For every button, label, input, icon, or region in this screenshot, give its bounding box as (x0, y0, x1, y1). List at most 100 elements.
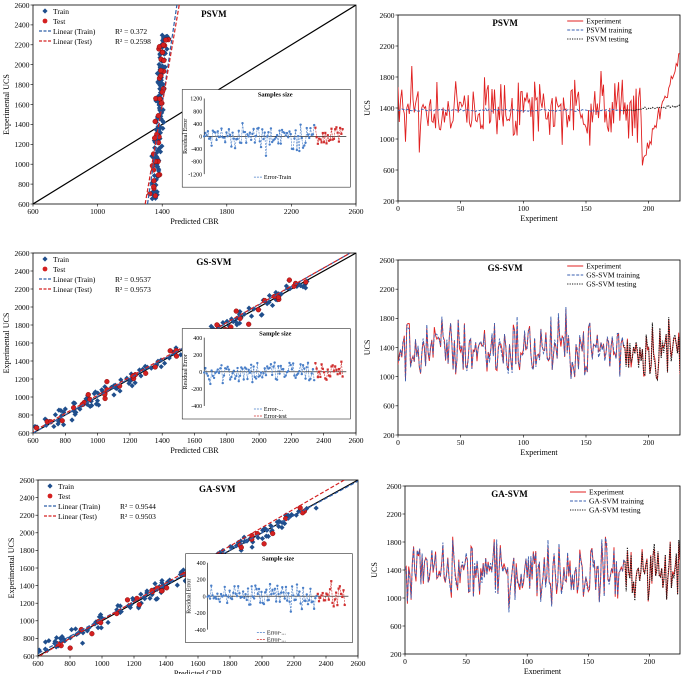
residual-train-point (291, 147, 295, 151)
y-tick-label: 1200 (15, 140, 30, 149)
x-tick-label: 1000 (90, 436, 105, 445)
train-point (42, 639, 49, 645)
y-tick-label: 800 (23, 634, 35, 643)
train-point (304, 505, 310, 512)
r2-test-label: R² = 0.2598 (115, 37, 151, 46)
train-point (251, 306, 257, 312)
residual-train-point (237, 380, 240, 383)
x-tick-label: 600 (27, 207, 39, 216)
residual-train-point (289, 610, 293, 613)
y-tick-label: 2000 (20, 529, 35, 538)
test-point (158, 67, 164, 74)
train-point (144, 588, 150, 594)
y-tick-label: 200 (383, 431, 395, 440)
train-point (127, 604, 133, 611)
legend-experiment-label: Experiment (589, 488, 625, 497)
train-point (68, 627, 75, 633)
train-point (153, 596, 159, 602)
train-point (136, 367, 143, 373)
test-point (300, 510, 306, 516)
inset-legend-train-label: Error-... (264, 407, 284, 413)
residual-test-point (337, 587, 340, 590)
train-point (132, 380, 138, 386)
y-tick-label: 600 (18, 429, 30, 438)
legend-test-label: Test (53, 265, 66, 274)
y-tick-label: 200 (383, 197, 395, 206)
r2-test-label: R² = 0.9503 (120, 512, 156, 521)
train-point (62, 638, 68, 644)
train-point (58, 407, 64, 414)
train-point (242, 538, 248, 544)
x-tick-label: 600 (27, 436, 39, 445)
inset-legend-test-label: Error-... (267, 638, 287, 644)
train-point (95, 625, 101, 631)
y-tick-label: 1600 (15, 339, 30, 348)
x-tick-label: 2200 (287, 659, 302, 668)
test-point (143, 370, 149, 376)
legend-test-label: Test (53, 17, 66, 26)
x-axis-label: Experiment (520, 214, 558, 223)
y-tick-label: 800 (18, 411, 30, 420)
residual-test-point (341, 375, 344, 378)
residual-train-point (311, 133, 315, 136)
residual-train-point (279, 591, 283, 594)
test-point (151, 178, 157, 184)
train-point (180, 567, 186, 573)
residual-train-point (223, 141, 227, 144)
residual-test-point (327, 598, 330, 601)
test-point (155, 172, 161, 178)
train-point (276, 523, 282, 530)
residual-train-point (245, 141, 248, 144)
train-point (154, 70, 161, 77)
y-tick-label: 1800 (20, 546, 35, 555)
training-series (405, 537, 626, 613)
x-tick-label: 50 (457, 204, 465, 213)
y-tick-label: 1000 (380, 372, 395, 381)
train-point (259, 535, 266, 542)
plot-area (398, 53, 680, 166)
train-point (152, 581, 158, 587)
y-tick-label: 1600 (20, 564, 35, 573)
train-point (274, 519, 280, 525)
legend-testing-label: GA-SVM testing (589, 506, 641, 515)
x-tick-label: 1800 (219, 436, 234, 445)
test-point (158, 73, 164, 79)
x-tick-label: 200 (644, 657, 656, 666)
x-tick-label: 1400 (159, 659, 174, 668)
x-tick-label: 1000 (90, 207, 105, 216)
residual-train-point (259, 371, 263, 374)
train-point (159, 577, 165, 584)
residual-train-point (294, 376, 297, 380)
x-tick-label: 2600 (349, 207, 364, 216)
residual-test-line (317, 581, 345, 607)
train-point (96, 402, 102, 408)
panel-title: GA-SVM (491, 489, 528, 499)
residual-train-point (304, 141, 307, 144)
x-tick-label: 200 (643, 438, 655, 447)
train-point (94, 398, 101, 404)
x-tick-label: 2000 (255, 659, 270, 668)
inset-y-tick-label: -1200 (188, 172, 202, 178)
y-tick-label: 1400 (15, 357, 30, 366)
train-point (278, 291, 284, 297)
y-tick-label: 2000 (15, 61, 30, 70)
test-point (124, 597, 131, 603)
inset-y-tick-label: -200 (195, 611, 206, 617)
train-point (55, 421, 61, 427)
train-point (283, 283, 290, 289)
inset-y-tick-label: -400 (191, 147, 202, 153)
y-tick-label: 1000 (15, 160, 30, 169)
residual-train-point (297, 593, 300, 597)
psvm-scatter-panel: 600 1000 1400 1800 2200 2600 600 800 1000 1200 140… (2, 1, 364, 226)
train-point (138, 373, 144, 379)
residual-test-point (334, 128, 337, 131)
train-point (52, 412, 59, 418)
train-point (269, 302, 276, 309)
residual-test-point (333, 598, 337, 601)
residual-train-point (263, 591, 267, 594)
residual-inset: -400 -200 0 200 400 Sample size Residual Error… (181, 328, 351, 420)
plot-area (398, 306, 680, 382)
residual-train-point (300, 607, 304, 611)
test-point (59, 418, 65, 424)
residual-train-point (260, 590, 263, 594)
